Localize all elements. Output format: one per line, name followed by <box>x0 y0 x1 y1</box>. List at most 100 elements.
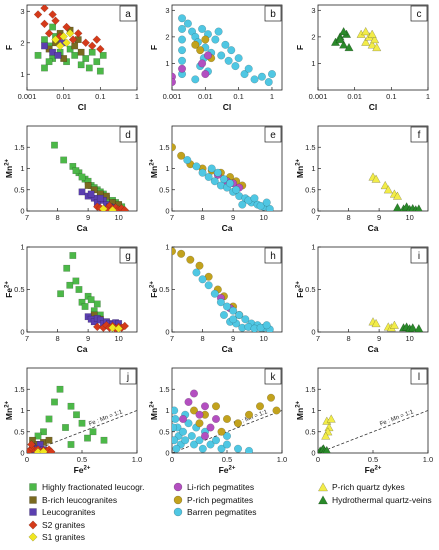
y-tick-label: 0 <box>311 328 315 337</box>
panel-letter: k <box>271 372 277 383</box>
x-tick-label: 0.5 <box>368 455 378 464</box>
y-tick-label: 1.5 <box>305 385 315 394</box>
data-point-barren <box>267 70 276 79</box>
data-point-li <box>201 70 210 79</box>
legend-marker-triangle <box>318 494 329 504</box>
data-point-barren <box>219 311 228 320</box>
data-point-li <box>211 415 220 424</box>
data-point-barren <box>189 440 198 449</box>
x-tick-label: 0.1 <box>233 92 243 101</box>
data-point-pdykes <box>371 174 381 183</box>
data-point-hf <box>84 434 91 442</box>
data-point-barren <box>178 35 187 44</box>
data-points <box>51 141 130 211</box>
y-tick-label: 1 <box>20 70 24 79</box>
y-axis-label: Mn2+ <box>149 400 159 420</box>
y-axis-label: Mn2+ <box>4 400 14 420</box>
y-axis-label: Mn2+ <box>295 158 305 178</box>
data-point-barren <box>172 444 181 453</box>
y-axis-label: Mn2+ <box>4 158 14 178</box>
data-point-barren <box>241 315 250 324</box>
x-tick-label: 9 <box>377 213 381 222</box>
x-tick-label: 10 <box>259 213 267 222</box>
data-point-prich <box>244 410 253 419</box>
y-tick-label: 0.5 <box>14 185 24 194</box>
data-point-barren <box>178 427 187 436</box>
x-axis-label: Ca <box>368 223 379 233</box>
data-point-li <box>206 423 215 432</box>
data-points <box>33 5 107 75</box>
x-tick-label: 7 <box>25 334 29 343</box>
data-point-hf <box>69 252 77 259</box>
data-point-hf <box>45 58 53 66</box>
data-point-leuco <box>96 194 104 202</box>
y-tick-label: 0 <box>165 207 169 216</box>
y-tick-label: 1 <box>311 406 315 415</box>
data-point-s2 <box>96 44 105 54</box>
data-points <box>330 26 382 52</box>
y-tick-label: 1.5 <box>305 143 315 152</box>
panel-letter: f <box>418 130 421 141</box>
data-point-hf <box>63 264 71 272</box>
x-axis-label: Ca <box>77 223 88 233</box>
data-point-barren <box>217 51 226 60</box>
x-tick-label: 0.01 <box>56 92 71 101</box>
y-tick-label: 0.5 <box>305 427 315 436</box>
y-tick-label: 0.5 <box>305 285 315 294</box>
y-tick-label: 1 <box>311 59 315 68</box>
data-point-barren <box>222 432 231 441</box>
legend-marker-square <box>29 508 37 516</box>
x-tick-label: 10 <box>114 334 122 343</box>
x-tick-label: 0.001 <box>163 92 182 101</box>
chart-panel-d: 7 8 9 10 0 0.5 1 1.5 Ca Mn2+ d <box>4 125 138 233</box>
data-point-brich <box>45 436 53 444</box>
chart-panel-h: 7 8 9 10 0 0.5 1 Ca Fe2+ h <box>149 243 283 354</box>
y-tick-label: 0 <box>311 207 315 216</box>
x-tick-label: 0 <box>316 455 320 464</box>
y-tick-label: 2 <box>311 32 315 41</box>
data-point-pdykes <box>367 40 377 49</box>
data-point-prich <box>272 406 281 415</box>
data-point-hf <box>82 55 90 62</box>
data-point-prich <box>267 393 276 402</box>
data-point-barren <box>210 289 219 298</box>
data-point-s1 <box>65 29 75 38</box>
data-point-hf <box>87 296 95 304</box>
data-point-prich <box>256 402 265 411</box>
data-point-hf <box>51 398 58 406</box>
data-point-s2 <box>68 35 78 44</box>
x-tick-label: 7 <box>25 213 29 222</box>
y-tick-label: 1 <box>165 59 169 68</box>
y-tick-label: 0 <box>311 449 315 458</box>
data-point-brich <box>60 55 68 62</box>
data-point-s1 <box>62 38 71 48</box>
data-point-li <box>178 64 187 73</box>
data-point-barren <box>195 436 204 445</box>
data-point-pdykes <box>361 26 371 36</box>
data-point-barren <box>206 440 215 449</box>
data-point-s1 <box>114 324 123 332</box>
data-point-s2 <box>40 5 49 13</box>
data-point-s2 <box>87 41 97 51</box>
data-point-prich <box>217 427 226 436</box>
legend-label: Leucogranites <box>42 507 96 517</box>
y-tick-label: 1 <box>20 243 24 252</box>
panel-letter: b <box>270 9 276 20</box>
data-point-hydro <box>322 445 331 453</box>
data-point-s1 <box>51 35 60 44</box>
data-point-barren <box>229 315 238 324</box>
x-axis-label: Cl <box>78 102 87 112</box>
data-point-hf <box>72 277 80 285</box>
data-point-pdykes <box>326 414 336 423</box>
data-point-s2 <box>92 35 102 44</box>
data-point-barren <box>198 168 207 177</box>
data-point-hf <box>73 411 80 419</box>
y-tick-label: 0 <box>165 449 169 458</box>
chart-panel-a: 0.001 0.01 0.1 1 1 2 3 Cl Fa <box>4 4 139 112</box>
data-point-barren <box>222 440 231 449</box>
data-point-barren <box>262 321 271 330</box>
x-tick-label: 0.001 <box>309 92 328 101</box>
data-point-hf <box>71 51 79 59</box>
legend: Highly fractionated leucogr. B-rich leuco… <box>0 482 439 550</box>
x-axis-label: Fe2+ <box>74 465 91 475</box>
